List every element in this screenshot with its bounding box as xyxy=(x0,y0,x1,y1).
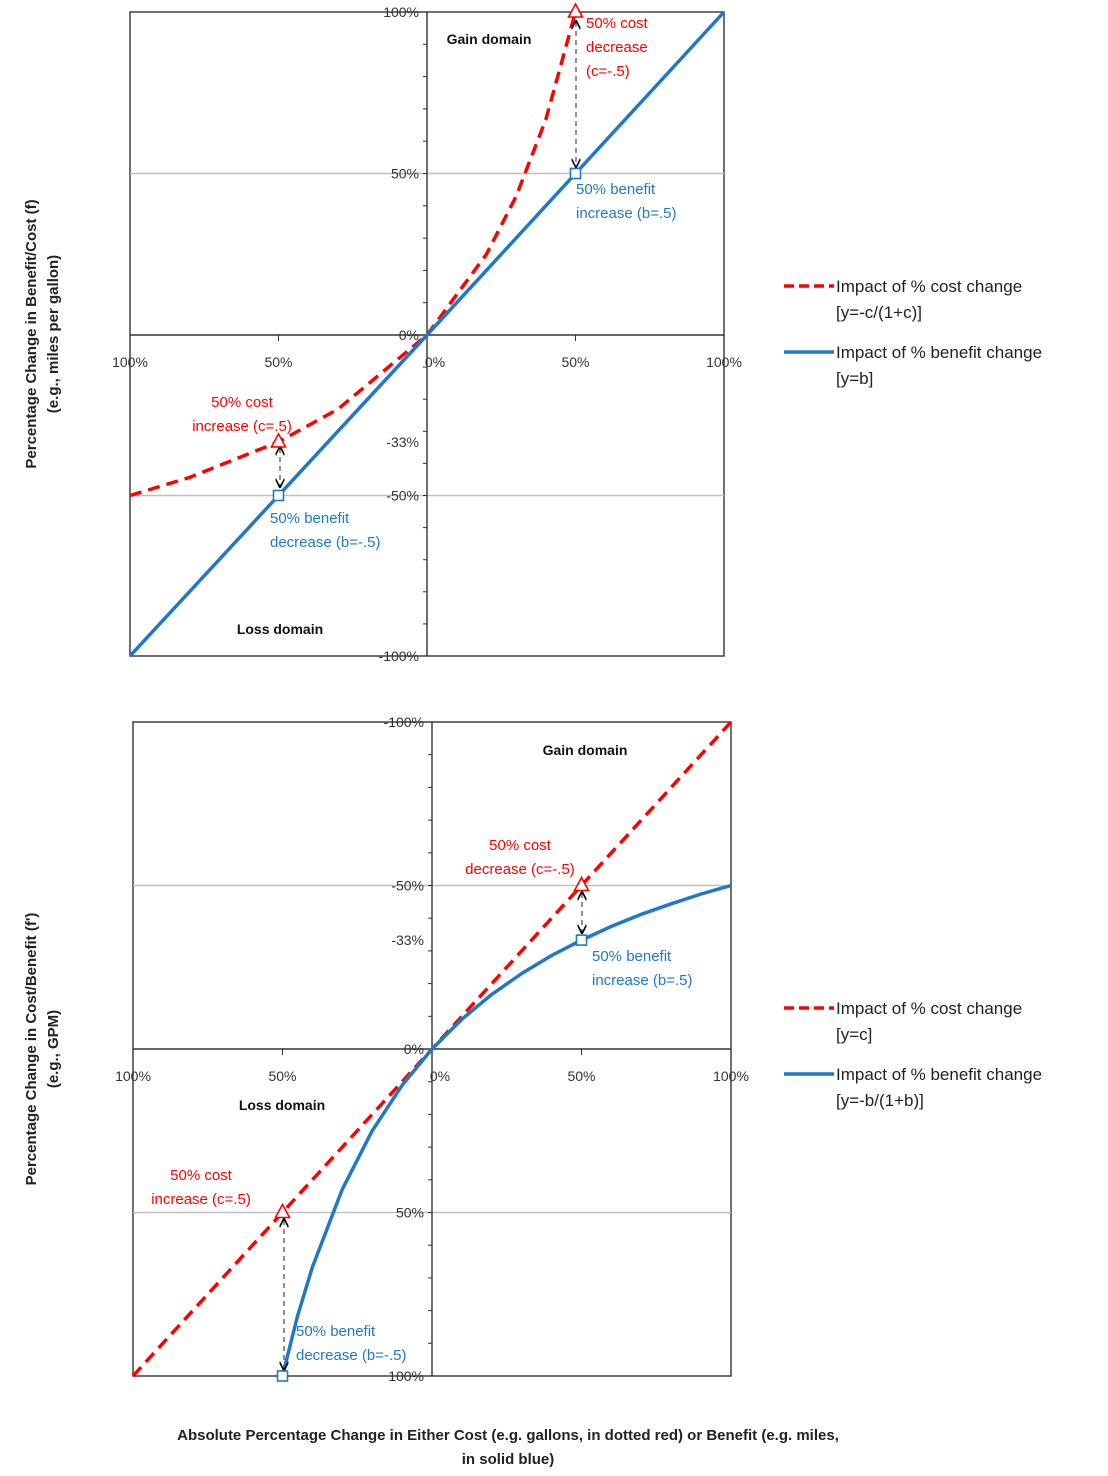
domain-label: Gain domain xyxy=(447,31,532,47)
y-axis-title: Percentage Change in Benefit/Cost (f) (e.… xyxy=(23,199,62,468)
cost-series-line xyxy=(129,11,578,498)
benefit-series-line xyxy=(280,883,732,1377)
annotation-line: 50% cost xyxy=(489,837,552,854)
annotation-line: 50% cost xyxy=(586,15,649,32)
annotation-line: 50% cost xyxy=(170,1167,233,1184)
y-tick-label: 0% xyxy=(404,1041,424,1057)
annotation-line: decrease (b=-.5) xyxy=(296,1347,406,1364)
legend-formula: [y=-b/(1+b)] xyxy=(836,1091,924,1110)
annotation-line: 50% benefit xyxy=(296,1323,376,1340)
domain-label: Gain domain xyxy=(543,742,628,758)
legend-formula: [y=c] xyxy=(836,1025,872,1044)
x-axis-title-line: Absolute Percentage Change in Either Cos… xyxy=(177,1427,839,1444)
y-tick-label: 50% xyxy=(391,166,419,182)
domain-label: Loss domain xyxy=(237,621,323,637)
annotation-line: increase (b=.5) xyxy=(576,205,676,222)
y-axis-title: Percentage Change in Cost/Benefit (f') (e… xyxy=(23,913,62,1186)
benefit-marker xyxy=(575,934,588,946)
cost-marker xyxy=(573,875,590,892)
legend-formula: [y=b] xyxy=(836,369,873,388)
charts: 100% 50% 0% 50% 100% 100% 50% 0% -33% -50% -100% Pe… xyxy=(23,2,1042,1384)
cost-annotation: 50% cost increase (c=.5) xyxy=(192,394,292,435)
annotation-line: 50% benefit xyxy=(576,181,656,198)
annotation-line: 50% benefit xyxy=(270,510,350,527)
annotation-line: decrease (c=-.5) xyxy=(465,861,575,878)
legend-formula: [y=-c/(1+c)] xyxy=(836,303,922,322)
annotation-line: increase (c=.5) xyxy=(192,418,292,435)
y-axis-title-line: (e.g., miles per gallon) xyxy=(45,255,62,413)
y-tick-label: -33% xyxy=(386,434,419,450)
annotation-line: decrease (b=-.5) xyxy=(270,534,380,551)
x-tick-label: 100% xyxy=(706,354,742,370)
annotation-line: decrease xyxy=(586,39,648,56)
y-tick-label: -33% xyxy=(391,932,424,948)
annotation-line: 50% cost xyxy=(211,394,274,411)
benefit-marker xyxy=(272,489,285,502)
benefit-marker xyxy=(276,1370,289,1382)
benefit-annotation: 50% benefit increase (b=.5) xyxy=(592,948,692,989)
chart-panel: 100% 50% 0% 50% 100% -100% -50% -33% 0% 50% 100% Pe… xyxy=(23,714,1042,1384)
cost-annotation: 50% cost decrease (c=-.5) xyxy=(586,15,649,80)
y-axis-title-line: (e.g., GPM) xyxy=(45,1010,62,1088)
x-tick-label: 100% xyxy=(112,354,148,370)
benefit-annotation: 50% benefit decrease (b=-.5) xyxy=(270,510,380,551)
annotation-line: increase (b=.5) xyxy=(592,972,692,989)
cost-marker xyxy=(270,432,287,448)
benefit-annotation: 50% benefit decrease (b=-.5) xyxy=(296,1323,406,1364)
y-tick-label: -50% xyxy=(386,488,419,504)
y-tick-label: 100% xyxy=(388,1368,424,1384)
x-tick-label: 50% xyxy=(264,354,292,370)
x-tick-label: 0% xyxy=(430,1068,450,1084)
y-tick-label: -50% xyxy=(391,878,424,894)
benefit-series-line xyxy=(128,10,726,658)
cost-annotation: 50% cost decrease (c=-.5) xyxy=(465,837,575,878)
domain-label: Loss domain xyxy=(239,1097,325,1113)
x-axis-title-line: in solid blue) xyxy=(462,1451,555,1468)
chart-panel: 100% 50% 0% 50% 100% 100% 50% 0% -33% -50% -100% Pe… xyxy=(23,2,1042,664)
cost-marker xyxy=(274,1202,291,1219)
legend-label: Impact of % benefit change xyxy=(836,1065,1042,1084)
y-tick-label: 50% xyxy=(396,1205,424,1221)
legend-label: Impact of % cost change xyxy=(836,277,1022,296)
legend-label: Impact of % cost change xyxy=(836,999,1022,1018)
x-tick-label: 50% xyxy=(561,354,589,370)
legend-label: Impact of % benefit change xyxy=(836,343,1042,362)
cost-marker xyxy=(567,2,584,18)
annotation-line: (c=-.5) xyxy=(586,63,630,80)
benefit-marker xyxy=(569,167,582,180)
x-tick-label: 100% xyxy=(713,1068,749,1084)
x-tick-label: 50% xyxy=(567,1068,595,1084)
x-tick-label: 0% xyxy=(425,354,445,370)
cost-annotation: 50% cost increase (c=.5) xyxy=(151,1167,251,1208)
x-axis-title: Absolute Percentage Change in Either Cos… xyxy=(177,1427,839,1468)
y-tick-label: -100% xyxy=(384,714,424,730)
y-tick-label: 100% xyxy=(383,4,419,20)
y-tick-label: 0% xyxy=(399,327,419,343)
x-tick-label: 100% xyxy=(115,1068,151,1084)
y-axis-title-line: Percentage Change in Cost/Benefit (f') xyxy=(23,913,40,1186)
annotation-line: increase (c=.5) xyxy=(151,1191,251,1208)
y-axis-title-line: Percentage Change in Benefit/Cost (f) xyxy=(23,199,40,468)
benefit-annotation: 50% benefit increase (b=.5) xyxy=(576,181,676,222)
x-tick-label: 50% xyxy=(268,1068,296,1084)
annotation-line: 50% benefit xyxy=(592,948,672,965)
y-tick-label: -100% xyxy=(379,648,419,664)
